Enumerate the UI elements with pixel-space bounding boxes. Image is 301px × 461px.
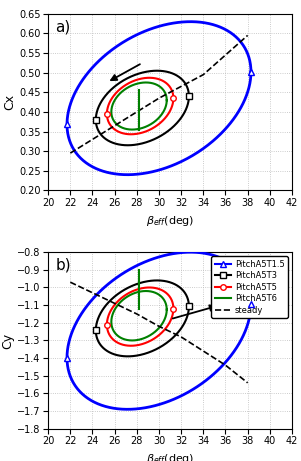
Y-axis label: Cx: Cx xyxy=(3,94,16,110)
X-axis label: $\beta_{eff}$(deg): $\beta_{eff}$(deg) xyxy=(146,213,194,228)
X-axis label: $\beta_{eff}$(deg): $\beta_{eff}$(deg) xyxy=(146,452,194,461)
Y-axis label: Cy: Cy xyxy=(1,332,14,349)
Legend: PitchA5T1.5, PitchA5T3, PitchA5T5, PitchA5T6, steady: PitchA5T1.5, PitchA5T3, PitchA5T5, Pitch… xyxy=(211,256,288,318)
Text: a): a) xyxy=(55,19,71,34)
Text: b): b) xyxy=(55,258,71,272)
